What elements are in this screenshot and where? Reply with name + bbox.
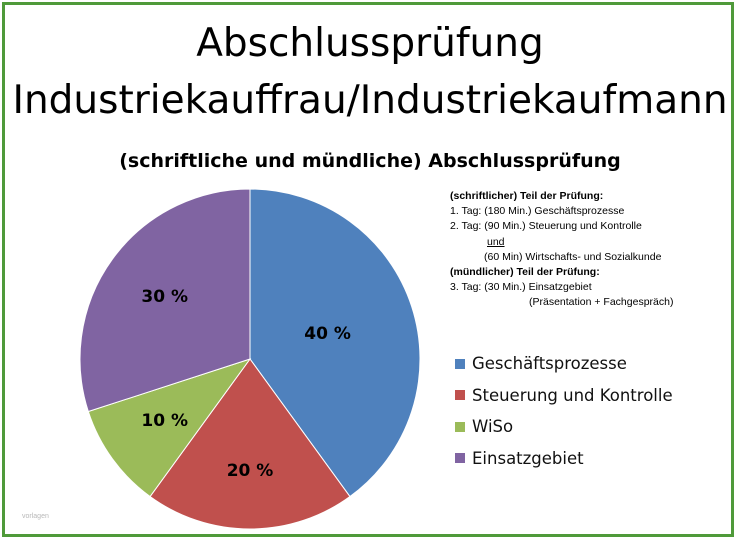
legend-label: Einsatzgebiet	[472, 448, 584, 468]
note-presentation: (Präsentation + Fachgespräch)	[529, 296, 674, 309]
legend-swatch	[455, 421, 465, 432]
note-wiso: (60 Min) Wirtschafts- und Sozialkunde	[484, 250, 662, 263]
slice-label-2: 20 %	[226, 461, 274, 482]
pie-slice-1	[249, 188, 421, 498]
pie-slice-2	[149, 358, 351, 530]
legend-swatch	[455, 358, 465, 369]
legend-item-3: WiSo	[455, 411, 673, 443]
slice-label-4: 30 %	[141, 287, 189, 308]
legend-item-2: Steuerung und Kontrolle	[455, 380, 673, 412]
slice-label-1: 40 %	[304, 323, 351, 344]
pie-slice-3	[87, 358, 252, 498]
exam-notes: (schriftlicher) Teil der Prüfung: 1. Tag…	[450, 189, 736, 311]
chart-legend: Geschäftsprozesse Steuerung und Kontrolle…	[455, 348, 673, 474]
chart-title: (schriftliche und mündliche) Abschlusspr…	[119, 150, 621, 172]
legend-label: Geschäftsprozesse	[472, 354, 627, 374]
legend-swatch	[455, 390, 465, 401]
legend-swatch	[455, 453, 465, 464]
pie-slice-4	[79, 188, 251, 413]
watermark: vorlagen	[22, 513, 49, 520]
note-day-2: 2. Tag: (90 Min.) Steuerung und Kontroll…	[450, 220, 642, 233]
slide-frame	[2, 2, 734, 537]
note-written-heading: (schriftlicher) Teil der Prüfung:	[450, 190, 604, 202]
note-day-1: 1. Tag: (180 Min.) Geschäftsprozesse	[450, 205, 625, 218]
title-line-1: Abschlussprüfung	[196, 21, 544, 66]
legend-label: Steuerung und Kontrolle	[472, 385, 673, 405]
legend-item-4: Einsatzgebiet	[455, 443, 673, 475]
title-line-2: Industriekauffrau/Industriekaufmann	[12, 78, 728, 123]
legend-item-1: Geschäftsprozesse	[455, 348, 673, 380]
note-and: und	[487, 235, 505, 248]
slice-label-3: 10 %	[141, 410, 189, 431]
note-oral-heading: (mündlicher) Teil der Prüfung:	[450, 266, 600, 279]
legend-label: WiSo	[472, 417, 514, 437]
note-day-3: 3. Tag: (30 Min.) Einsatzgebiet	[450, 281, 592, 294]
